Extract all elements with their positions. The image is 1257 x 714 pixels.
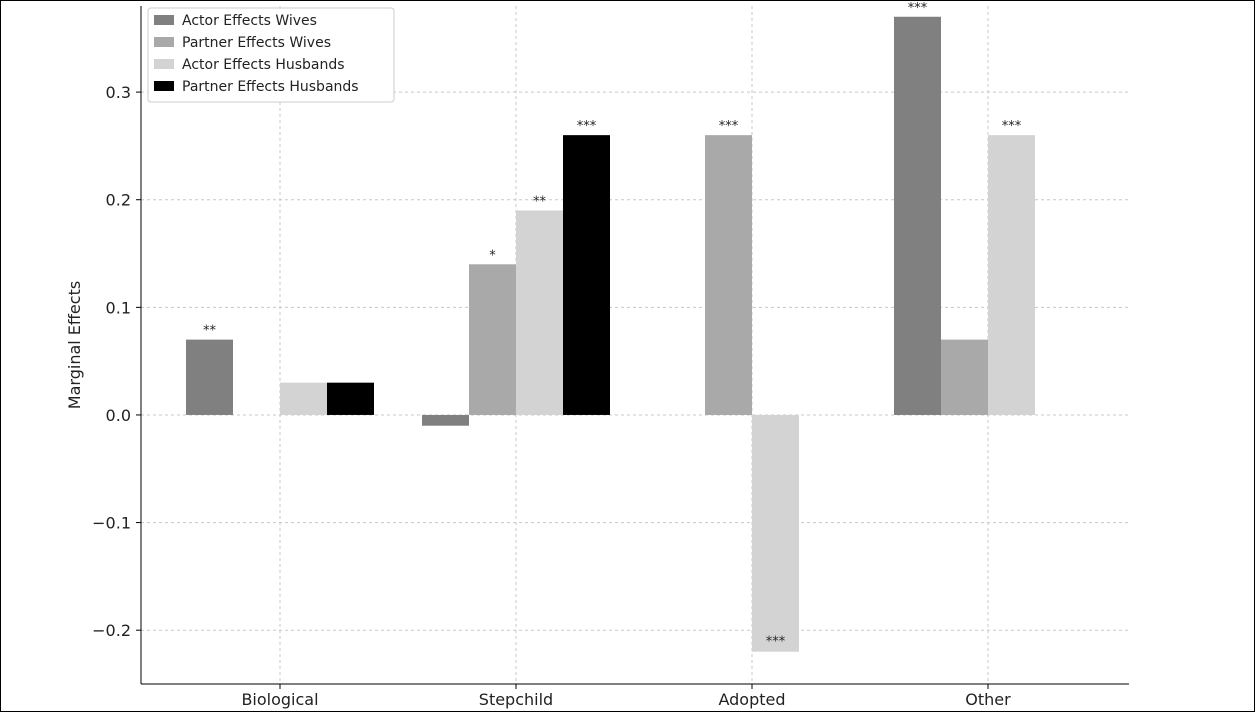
x-tick-labels: Biological Stepchild Adopted Other [241, 690, 1011, 709]
x-tick-label: Biological [241, 690, 318, 709]
legend-swatch [154, 81, 174, 91]
significance-label: *** [1002, 119, 1022, 134]
legend-swatch [154, 15, 174, 25]
axes [136, 6, 1129, 689]
significance-label: *** [577, 119, 597, 134]
bar [941, 339, 988, 415]
significance-label: *** [719, 119, 739, 134]
bar [469, 264, 516, 415]
bar [516, 210, 563, 415]
legend-swatch [154, 37, 174, 47]
x-tick-label: Stepchild [479, 690, 553, 709]
bar [988, 135, 1035, 415]
y-tick-label: 0.0 [106, 406, 131, 425]
bar [186, 339, 233, 415]
legend-swatch [154, 59, 174, 69]
y-tick-label: −0.1 [92, 514, 131, 533]
bar [563, 135, 610, 415]
legend-label: Actor Effects Wives [182, 13, 317, 29]
bar [894, 16, 941, 415]
y-tick-label: 0.2 [106, 191, 131, 210]
x-tick-label: Adopted [718, 690, 785, 709]
legend-label: Partner Effects Husbands [182, 79, 359, 95]
bar [327, 382, 374, 415]
significance-label: ** [203, 324, 217, 339]
legend-box [147, 7, 395, 103]
y-tick-label: 0.1 [106, 298, 131, 317]
y-tick-labels: −0.2 −0.1 0.0 0.1 0.2 0.3 [92, 83, 131, 640]
significance-label: * [489, 248, 496, 263]
y-tick-label: 0.3 [106, 83, 131, 102]
bar [422, 414, 469, 426]
bars [186, 16, 1035, 652]
bar [280, 382, 327, 415]
legend-label: Actor Effects Husbands [182, 57, 345, 73]
bar [705, 135, 752, 415]
x-tick-label: Other [965, 690, 1011, 709]
legend-label: Partner Effects Wives [182, 35, 331, 51]
legend: Actor Effects Wives Partner Effects Wives… [147, 7, 395, 103]
significance-label: ** [533, 194, 547, 209]
significance-label: *** [766, 635, 786, 650]
y-tick-label: −0.2 [92, 621, 131, 640]
y-axis-label: Marginal Effects [65, 281, 84, 409]
significance-label: *** [908, 1, 928, 16]
significance-labels: ******************** [203, 1, 1022, 650]
bar [752, 414, 799, 652]
